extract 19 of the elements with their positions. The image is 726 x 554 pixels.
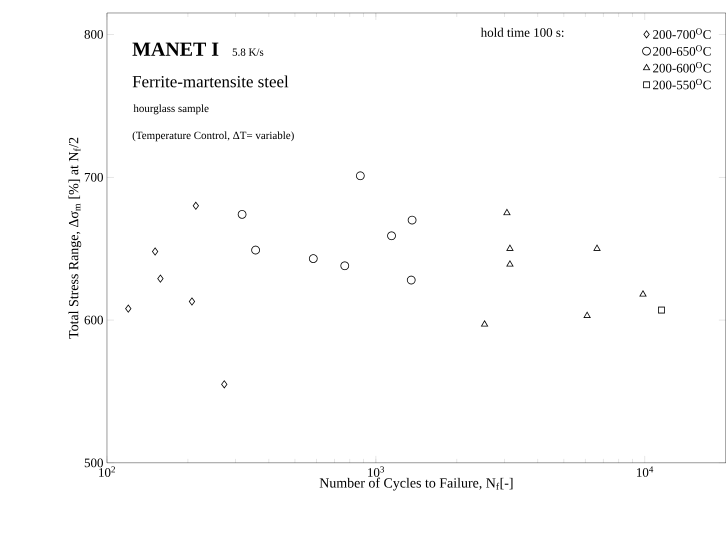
- x-tick-label: 10$^{4}$: [637, 466, 654, 477]
- legend-label: 200-600$^{O}$C: [653, 62, 711, 73]
- y-axis-title: Total Stress Range, Δσ$_{m}$ [%] at N$_{f}$/2: [68, 138, 82, 339]
- text: Ferrite-martensite steel: [132, 76, 288, 88]
- x-axis-title: Number of Cycles to Failure, N$_{f}$[-]: [320, 478, 512, 491]
- legend-label: 200-650$^{O}$C: [653, 45, 711, 56]
- y-tick-label: 500: [84, 458, 103, 468]
- annotation: 5.8 K/s: [232, 48, 264, 56]
- y-tick-label: 600: [84, 316, 103, 324]
- annotation: hourglass sample: [134, 104, 209, 114]
- annotation: (Temperature Control, ΔT= variable): [132, 131, 294, 142]
- legend-label: 200-700$^{O}$C: [653, 28, 711, 39]
- x-tick-label: 10$^{3}$: [368, 466, 384, 477]
- legend-title: hold time 100 s:: [480, 28, 564, 37]
- legend-label: 200-550$^{O}$C: [653, 78, 711, 90]
- y-tick-label: 700: [84, 172, 103, 182]
- y-tick-label: 800: [84, 30, 103, 39]
- text: MANET I: [132, 42, 218, 56]
- x-tick-label: 10$^{2}$: [99, 466, 115, 477]
